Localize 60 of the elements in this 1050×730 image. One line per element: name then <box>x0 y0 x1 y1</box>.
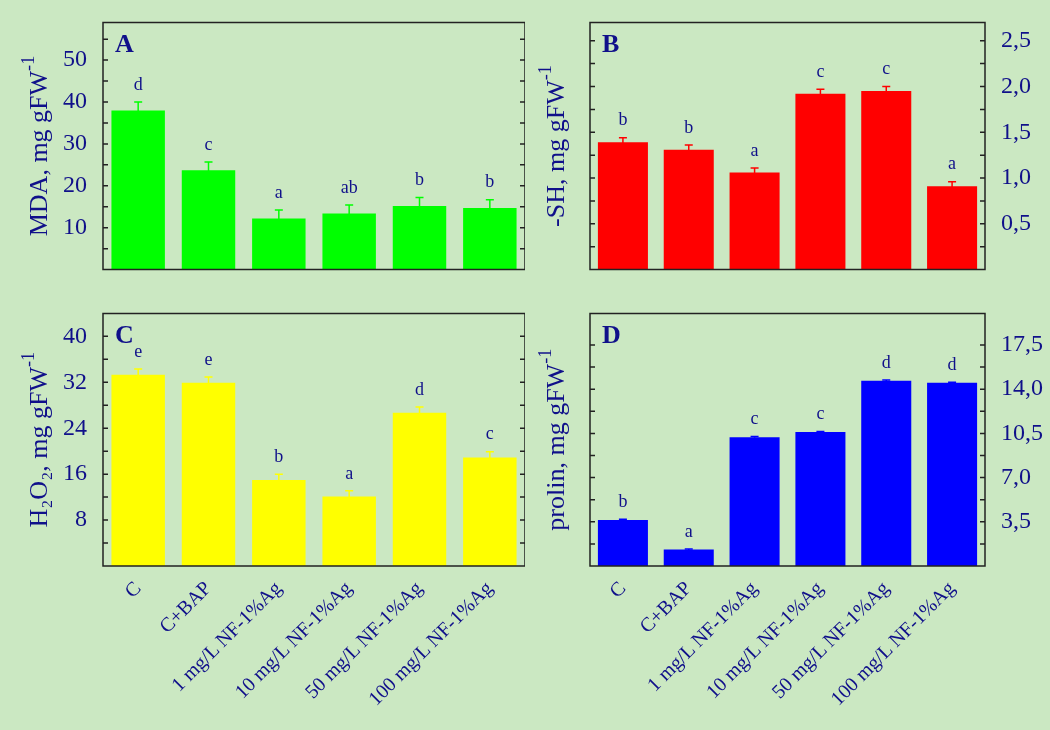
chart-title: D <box>602 320 621 350</box>
y-axis-title: MDA, mg gFW-1 <box>18 55 53 237</box>
annotation: c <box>485 423 494 444</box>
y-tick-label: 3,5 <box>1001 507 1031 534</box>
annotation: b <box>274 445 284 466</box>
y-axis-title: prolin, mg gFW-1 <box>535 348 570 531</box>
y-tick-label: 50 <box>63 45 87 72</box>
annotation: e <box>134 340 143 361</box>
y-tick-label: 2,0 <box>1001 71 1031 98</box>
bar <box>861 380 912 566</box>
annotation: c <box>750 408 759 429</box>
chart-title: B <box>602 29 620 59</box>
chart-title: A <box>115 29 134 59</box>
y-tick-label: 14,0 <box>1001 374 1043 401</box>
y-tick-label: 32 <box>63 367 87 394</box>
annotation: ab <box>340 176 358 197</box>
y-tick-label: 8 <box>75 505 87 532</box>
annotation: a <box>274 181 283 202</box>
annotation: b <box>684 116 694 137</box>
y-tick-label: 10,5 <box>1001 418 1043 445</box>
y-tick-label: 1,0 <box>1001 163 1031 190</box>
y-tick-label: 40 <box>63 87 87 114</box>
annotation: a <box>345 462 354 483</box>
annotation: b <box>618 109 628 130</box>
chart-title: C <box>115 320 134 350</box>
y-tick-label: 17,5 <box>1001 330 1043 357</box>
y-tick-label: 24 <box>63 413 87 440</box>
bar <box>663 549 714 566</box>
annotation: c <box>204 133 213 154</box>
bar <box>729 437 780 566</box>
annotation: c <box>816 60 825 81</box>
x-tick-label: C <box>119 576 145 602</box>
annotation: c <box>882 58 891 79</box>
annotation: b <box>618 491 628 511</box>
y-tick-label: 40 <box>63 321 87 348</box>
bar <box>927 382 978 566</box>
y-tick-label: 7,0 <box>1001 462 1031 489</box>
y-tick-label: 0,5 <box>1001 209 1031 236</box>
y-tick-label: 30 <box>63 129 87 156</box>
annotation: a <box>948 153 957 174</box>
annotation: c <box>816 403 825 424</box>
y-tick-label: 16 <box>63 459 87 486</box>
annotation: b <box>415 169 424 190</box>
bar <box>597 519 648 566</box>
y-axis-title: -SH, mg gFW-1 <box>535 65 570 227</box>
y-tick-label: 20 <box>63 171 87 198</box>
y-axis-title: H₂O₂, mg gFW-1 <box>18 351 53 528</box>
annotation: a <box>684 520 693 541</box>
y-tick-label: 2,5 <box>1001 26 1031 53</box>
annotation: a <box>750 139 759 160</box>
annotation: d <box>133 73 143 94</box>
annotation: e <box>204 348 213 369</box>
annotation: d <box>415 378 424 399</box>
bar <box>795 432 846 566</box>
y-tick-label: 1,5 <box>1001 117 1031 144</box>
x-tick-label: C <box>604 576 630 602</box>
y-tick-label: 10 <box>63 213 87 239</box>
annotation: d <box>881 351 891 372</box>
annotation: d <box>947 353 957 374</box>
annotation: b <box>485 171 495 192</box>
